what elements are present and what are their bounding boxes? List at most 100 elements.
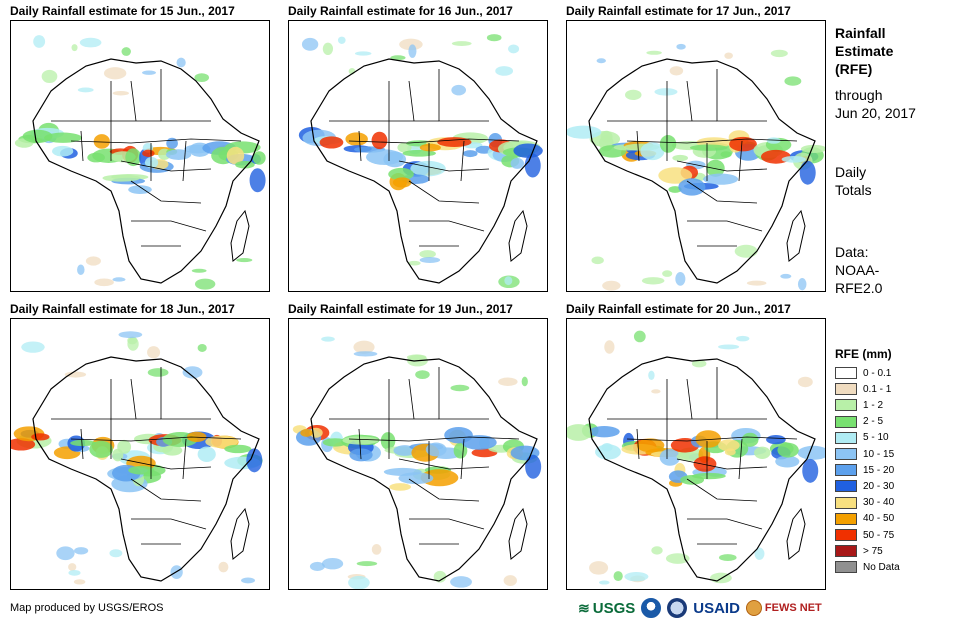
rainfall-area: [142, 149, 155, 158]
rainfall-area: [736, 335, 750, 342]
rainfall-area: [64, 371, 87, 378]
country-border: [636, 428, 640, 460]
rainfall-area: [659, 135, 677, 153]
usda-seal-logo: [667, 598, 688, 618]
legend-label: 40 - 50: [863, 513, 895, 525]
rainfall-area: [85, 256, 101, 266]
rainfall-area: [118, 331, 143, 339]
country-border: [358, 428, 362, 460]
rainfall-area: [345, 132, 368, 146]
panel-title: Daily Rainfall estimate for 20 Jun., 201…: [566, 302, 791, 316]
country-border: [131, 518, 207, 530]
rainfall-area: [353, 351, 378, 357]
madagascar-coastline: [786, 209, 806, 262]
rainfall-area: [194, 73, 210, 82]
country-border: [131, 220, 207, 232]
country-border: [438, 367, 489, 420]
rainfall-area: [678, 178, 706, 196]
rainfall-area: [525, 454, 542, 479]
usgs-logo-text: USGS: [592, 599, 636, 617]
usaid-logo-text: USAID: [693, 599, 740, 617]
rainfall-area: [162, 445, 183, 456]
logos-strip: ≋ USGS USAID FEWS NET: [578, 596, 822, 620]
rainfall-area: [703, 173, 739, 185]
rainfall-area: [218, 561, 229, 573]
rainfall-area: [567, 424, 593, 441]
totals-line2: Totals: [835, 182, 872, 198]
country-border: [120, 160, 212, 172]
country-border: [348, 138, 520, 144]
country-border: [460, 438, 465, 480]
country-border: [182, 438, 187, 480]
country-border: [130, 378, 137, 420]
rainfall-area: [127, 336, 139, 351]
rainfall-area: [33, 35, 46, 48]
rainfall-area: [770, 49, 788, 58]
panel-title: Daily Rainfall estimate for 19 Jun., 201…: [288, 302, 513, 316]
rainfall-area: [691, 359, 707, 368]
rainfall-area: [109, 549, 123, 558]
rainfall-area: [56, 546, 75, 561]
rainfall-area: [766, 434, 786, 445]
rainfall-area: [799, 160, 816, 185]
rainfall-area: [31, 433, 50, 441]
rainfall-area: [380, 432, 396, 450]
rainfall-area: [668, 186, 682, 193]
rainfall-area: [780, 273, 792, 279]
rainfall-area: [191, 268, 207, 273]
rainfall-area: [495, 66, 514, 76]
rainfall-area: [342, 436, 379, 445]
legend-swatch: [835, 464, 857, 477]
country-border: [130, 180, 202, 204]
rainfall-area: [236, 258, 253, 263]
rainfall-area: [68, 563, 77, 571]
country-border: [687, 220, 763, 232]
rainfall-area: [309, 561, 325, 571]
panel-title: Daily Rainfall estimate for 16 Jun., 201…: [288, 4, 513, 18]
africa-map-svg: [298, 34, 543, 289]
rainfall-area: [450, 384, 470, 392]
rainfall-area: [648, 370, 655, 380]
rainfall-area: [402, 149, 437, 157]
africa-coastline: [32, 356, 260, 582]
country-border: [686, 180, 758, 204]
totals-line1: Daily: [835, 164, 867, 180]
rainfall-area: [784, 76, 802, 86]
rainfall-area: [589, 561, 609, 575]
rainfall-area: [337, 36, 346, 44]
rainfall-area: [613, 571, 623, 582]
rainfall-area: [601, 442, 613, 452]
sidebar-title: Rainfall Estimate (RFE): [835, 24, 893, 78]
rainfall-area: [319, 136, 344, 149]
country-border: [409, 518, 485, 530]
rainfall-area: [71, 44, 78, 52]
rainfall-area: [598, 580, 610, 585]
country-border: [716, 69, 767, 122]
fewsnet-logo-text: FEWS NET: [764, 602, 822, 614]
legend-item: 30 - 40: [835, 496, 894, 510]
rainfall-area: [390, 55, 406, 61]
sidebar-title-line3: (RFE): [835, 61, 873, 77]
rainfall-area: [695, 430, 722, 448]
legend-swatch: [835, 512, 857, 525]
country-border: [408, 378, 415, 420]
rainfall-area: [754, 446, 771, 459]
legend-swatch: [835, 561, 857, 574]
africa-coastline: [32, 58, 260, 284]
rainfall-area: [52, 145, 74, 157]
legend-item: 0 - 0.1: [835, 366, 891, 380]
africa-map-svg: [14, 35, 266, 290]
country-border: [666, 379, 717, 420]
rainfall-area: [718, 344, 740, 350]
data-line2: NOAA-: [835, 262, 880, 278]
sidebar-title-line2: Estimate: [835, 43, 894, 59]
wave-icon: ≋: [578, 599, 590, 616]
rainfall-area: [112, 277, 126, 282]
rainfall-area: [595, 444, 621, 460]
legend-swatch: [835, 367, 857, 379]
rainfall-area: [371, 131, 388, 150]
rainfall-area: [147, 368, 169, 377]
panel-title: Daily Rainfall estimate for 15 Jun., 201…: [10, 4, 235, 18]
usgs-logo: ≋ USGS: [578, 600, 635, 617]
rainfall-area: [640, 142, 665, 161]
